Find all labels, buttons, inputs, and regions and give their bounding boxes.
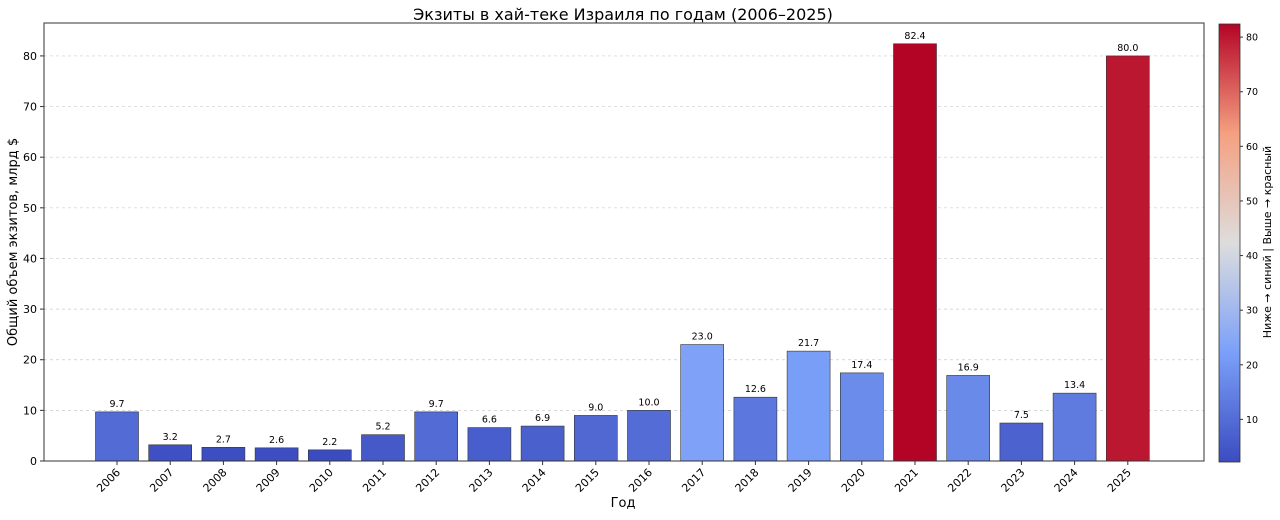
grid-lines [44, 55, 1204, 411]
x-tick-label: 2017 [679, 466, 708, 495]
x-tick-label: 2024 [1052, 466, 1081, 495]
colorbar-tick-label: 40 [1246, 251, 1258, 262]
chart-title: Экзиты в хай-теке Израиля по годам (2006… [413, 5, 833, 24]
y-tick-label: 50 [23, 202, 37, 215]
y-tick-label: 30 [23, 303, 37, 316]
bar [999, 422, 1044, 462]
x-tick-label: 2011 [360, 466, 389, 495]
bar-value-label: 13.4 [1064, 380, 1085, 391]
data-labels: 9.7 3.2 2.7 2.6 2.2 5.2 9.7 6.6 6.9 9.0 10.0 23.0 12… [109, 31, 1138, 448]
bar-value-label: 12.6 [745, 384, 766, 395]
bar [201, 447, 246, 462]
x-axis-label: Год [611, 496, 636, 511]
colorbar-tick-label: 20 [1246, 360, 1258, 371]
x-tick-label: 2018 [733, 466, 762, 495]
colorbar-ticks: 10 20 30 40 50 60 70 80 [1240, 33, 1258, 426]
bar [573, 415, 618, 462]
bar-value-label: 3.2 [163, 432, 178, 443]
bar-value-label: 2.6 [269, 435, 284, 446]
x-tick-label: 2019 [786, 466, 815, 495]
colorbar-tick-label: 80 [1246, 33, 1258, 44]
bar [467, 427, 512, 462]
y-ticks: 0 10 20 30 40 50 60 70 80 [23, 50, 44, 468]
bar [680, 344, 725, 462]
bar-value-label: 5.2 [375, 422, 390, 433]
colorbar-tick-label: 50 [1246, 196, 1258, 207]
bar-value-label: 6.9 [535, 413, 550, 424]
x-tick-label: 2022 [945, 466, 974, 495]
bar [1052, 392, 1097, 462]
colorbar [1218, 23, 1241, 463]
x-tick-label: 2009 [254, 466, 283, 495]
bar [786, 350, 831, 462]
bar-value-label: 16.9 [958, 362, 979, 373]
plot-frame [43, 22, 1205, 462]
bar [946, 375, 991, 462]
x-tick-label: 2015 [573, 466, 602, 495]
x-tick-label: 2008 [201, 466, 230, 495]
bar [254, 447, 299, 462]
y-tick-label: 70 [23, 101, 37, 114]
bar-value-label: 23.0 [692, 332, 713, 343]
y-tick-label: 60 [23, 151, 37, 164]
y-tick-label: 20 [23, 354, 37, 367]
bar-value-label: 82.4 [904, 31, 925, 42]
y-tick-label: 40 [23, 252, 37, 265]
bar [307, 449, 352, 462]
bar [1106, 55, 1150, 462]
x-tick-label: 2020 [839, 466, 868, 495]
y-tick-label: 0 [30, 455, 37, 468]
x-tick-label: 2012 [413, 466, 442, 495]
bar-value-label: 2.2 [322, 437, 337, 448]
y-axis-label: Общий объем экзитов, млрд $ [6, 138, 21, 346]
colorbar-label: Ниже → синий | Выше → красный [1261, 146, 1274, 338]
bar-value-label: 2.7 [216, 434, 231, 445]
bar [627, 410, 671, 462]
x-tick-label: 2006 [94, 466, 123, 495]
y-tick-label: 80 [23, 50, 37, 63]
bar-value-label: 6.6 [482, 415, 497, 426]
x-ticks: 2006 2007 2008 2009 2010 2011 2012 2013 2014 2015… [94, 461, 1134, 495]
bar-value-label: 80.0 [1117, 43, 1138, 54]
x-tick-label: 2013 [467, 466, 496, 495]
x-tick-label: 2010 [307, 466, 336, 495]
bar [95, 411, 139, 462]
bar [893, 43, 937, 462]
bar-value-label: 21.7 [798, 338, 819, 349]
bar [361, 434, 405, 462]
x-tick-label: 2021 [892, 466, 921, 495]
bar-value-label: 17.4 [851, 360, 872, 371]
colorbar-tick-label: 60 [1246, 142, 1258, 153]
bar-value-label: 7.5 [1014, 410, 1029, 421]
y-tick-label: 10 [23, 404, 37, 417]
bar [414, 411, 459, 462]
bar [520, 425, 565, 462]
x-tick-label: 2023 [999, 466, 1028, 495]
x-tick-label: 2014 [520, 466, 549, 495]
bar-value-label: 9.7 [429, 399, 444, 410]
bar-value-label: 9.7 [109, 399, 124, 410]
x-tick-label: 2025 [1105, 466, 1134, 495]
bar-value-label: 9.0 [588, 402, 603, 413]
colorbar-tick-label: 70 [1246, 87, 1258, 98]
colorbar-tick-label: 30 [1246, 306, 1258, 317]
bar [733, 396, 778, 462]
bar [148, 444, 192, 462]
x-tick-label: 2007 [147, 466, 176, 495]
bar-value-label: 10.0 [638, 397, 659, 408]
bar [839, 372, 884, 462]
colorbar-tick-label: 10 [1246, 415, 1258, 426]
x-tick-label: 2016 [626, 466, 655, 495]
bars [95, 43, 1150, 462]
